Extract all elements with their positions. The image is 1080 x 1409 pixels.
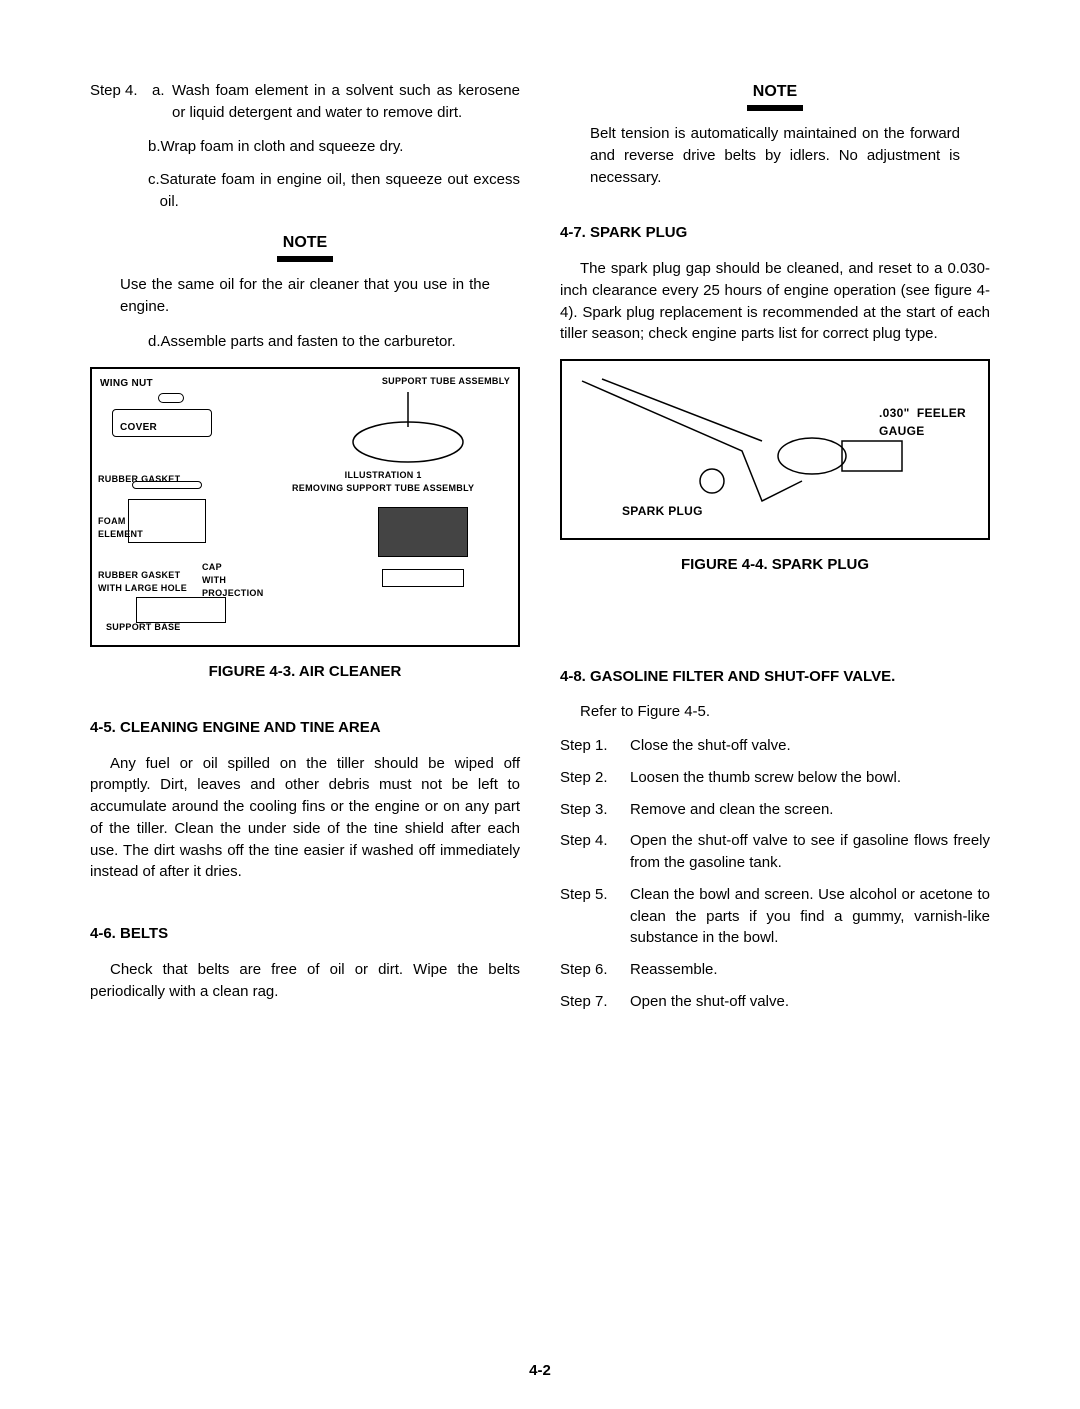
step-label: Step 4.	[560, 830, 630, 874]
shape-dark-foam	[378, 507, 468, 557]
shape-foam	[128, 499, 206, 543]
step-text: Clean the bowl and screen. Use alcohol o…	[630, 884, 990, 949]
step-label: Step 2.	[560, 767, 630, 789]
step-text: Open the shut-off valve.	[630, 991, 990, 1013]
step4-c: c. Saturate foam in engine oil, then squ…	[90, 169, 520, 213]
refer-4-5: Refer to Figure 4-5.	[560, 701, 990, 723]
heading-4-7: 4-7. SPARK PLUG	[560, 222, 990, 244]
page-columns: Step 4. a. Wash foam element in a solven…	[90, 80, 990, 1023]
step4-b-text: Wrap foam in cloth and squeeze dry.	[161, 136, 520, 158]
step4-c-label: c.	[90, 169, 160, 213]
heading-4-5: 4-5. CLEANING ENGINE AND TINE AREA	[90, 717, 520, 739]
step-text: Close the shut-off valve.	[630, 735, 990, 757]
step-4-8-1: Step 1. Close the shut-off valve.	[560, 735, 990, 757]
heading-4-8: 4-8. GASOLINE FILTER AND SHUT-OFF VALVE.	[560, 666, 990, 688]
step-4-8-7: Step 7. Open the shut-off valve.	[560, 991, 990, 1013]
step4-a-label: a.	[152, 80, 172, 124]
callout-cap-projection: CAP WITH PROJECTION	[202, 561, 264, 600]
step4-d-label: d.	[90, 331, 161, 353]
steps-4-8: Step 1. Close the shut-off valve. Step 2…	[560, 735, 990, 1013]
shape-assembly	[338, 387, 478, 467]
para-4-6: Check that belts are free of oil or dirt…	[90, 959, 520, 1003]
shape-gasket	[132, 481, 202, 489]
step-text: Loosen the thumb screw below the bowl.	[630, 767, 990, 789]
callout-illustration1: ILLUSTRATION 1 REMOVING SUPPORT TUBE ASS…	[292, 469, 474, 495]
step-4-8-4: Step 4. Open the shut-off valve to see i…	[560, 830, 990, 874]
step-text: Remove and clean the screen.	[630, 799, 990, 821]
step4-b-label: b.	[90, 136, 161, 158]
right-column: NOTE Belt tension is automatically maint…	[560, 80, 990, 1023]
assembly-sketch-icon	[338, 387, 478, 467]
callout-feeler-gauge: .030" FEELER GAUGE	[879, 405, 966, 440]
page-number: 4-2	[0, 1362, 1080, 1379]
note-underline-right	[747, 105, 803, 111]
figure-4-4: .030" FEELER GAUGE SPARK PLUG	[560, 359, 990, 540]
shape-hatched	[382, 569, 464, 587]
callout-spark-plug: SPARK PLUG	[622, 503, 703, 520]
step4-d-text: Assemble parts and fasten to the carbure…	[161, 331, 520, 353]
step-4-8-2: Step 2. Loosen the thumb screw below the…	[560, 767, 990, 789]
step-text: Open the shut-off valve to see if gasoli…	[630, 830, 990, 874]
figure-4-3: WING NUT COVER RUBBER GASKET FOAM ELEMEN…	[90, 367, 520, 647]
left-column: Step 4. a. Wash foam element in a solven…	[90, 80, 520, 1023]
callout-wing-nut: WING NUT	[100, 377, 153, 392]
step-label: Step 7.	[560, 991, 630, 1013]
figure-4-4-caption: FIGURE 4-4. SPARK PLUG	[560, 554, 990, 576]
shape-base	[136, 597, 226, 623]
note-text-left: Use the same oil for the air cleaner tha…	[90, 274, 520, 318]
para-4-7: The spark plug gap should be cleaned, an…	[560, 258, 990, 345]
step-4-8-6: Step 6. Reassemble.	[560, 959, 990, 981]
callout-rubber-gasket-large: RUBBER GASKET WITH LARGE HOLE	[98, 569, 187, 595]
step-4-8-3: Step 3. Remove and clean the screen.	[560, 799, 990, 821]
step4-b: b. Wrap foam in cloth and squeeze dry.	[90, 136, 520, 158]
shape-wingnut	[158, 393, 184, 403]
step4-c-text: Saturate foam in engine oil, then squeez…	[160, 169, 520, 213]
note-text-right: Belt tension is automatically maintained…	[560, 123, 990, 188]
step-label: Step 6.	[560, 959, 630, 981]
step-4-8-5: Step 5. Clean the bowl and screen. Use a…	[560, 884, 990, 949]
note-heading-right: NOTE	[560, 80, 990, 103]
note-underline-left	[277, 256, 333, 262]
heading-4-6: 4-6. BELTS	[90, 923, 520, 945]
step-label: Step 5.	[560, 884, 630, 949]
note-heading-left: NOTE	[90, 231, 520, 254]
para-4-5: Any fuel or oil spilled on the tiller sh…	[90, 753, 520, 884]
step-label: Step 3.	[560, 799, 630, 821]
step4-d: d. Assemble parts and fasten to the carb…	[90, 331, 520, 353]
step4-label: Step 4.	[90, 80, 152, 124]
step4-a: Step 4. a. Wash foam element in a solven…	[90, 80, 520, 124]
figure-4-3-caption: FIGURE 4-3. AIR CLEANER	[90, 661, 520, 683]
step-text: Reassemble.	[630, 959, 990, 981]
step-label: Step 1.	[560, 735, 630, 757]
step4-a-text: Wash foam element in a solvent such as k…	[172, 80, 520, 124]
shape-cover	[112, 409, 212, 437]
